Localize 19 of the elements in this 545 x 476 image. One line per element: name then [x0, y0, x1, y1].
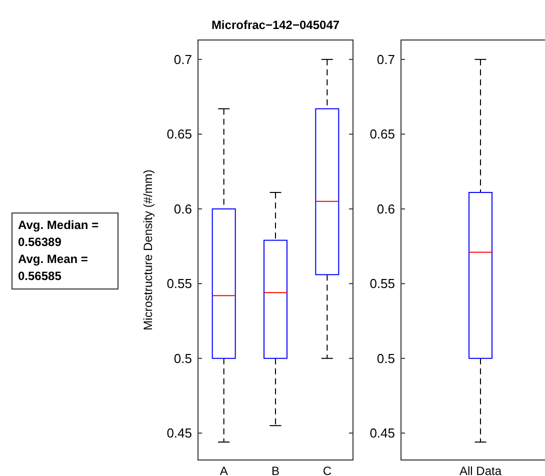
- y-tick-label: 0.65: [166, 126, 192, 142]
- y-tick-label: 0.7: [376, 52, 395, 67]
- text: Avg. Median = 0.56389 Avg. Mean = 0.56585: [18, 218, 99, 283]
- x-tick-label: A: [220, 464, 228, 476]
- y-tick-label: 0.55: [166, 276, 192, 292]
- y-tick-label: 0.7: [174, 52, 192, 67]
- x-tick-label: B: [271, 464, 280, 476]
- x-tick-label: C: [322, 464, 332, 476]
- y-tick-label: 0.45: [166, 426, 192, 441]
- y-tick-label: 0.6: [376, 201, 395, 216]
- y-axis-title: Microstructure Density (#/mm): [141, 170, 155, 330]
- y-tick-label: 0.55: [370, 276, 395, 292]
- y-tick-label: 0.65: [370, 126, 395, 142]
- y-tick-label: 0.6: [174, 201, 192, 216]
- chart-title: Microfrac−142−045047: [211, 18, 340, 32]
- y-tick-label: 0.5: [174, 350, 192, 366]
- y-tick-label: 0.45: [370, 426, 395, 441]
- y-tick-label: 0.5: [376, 350, 395, 366]
- x-tick-label: All Data: [459, 464, 502, 476]
